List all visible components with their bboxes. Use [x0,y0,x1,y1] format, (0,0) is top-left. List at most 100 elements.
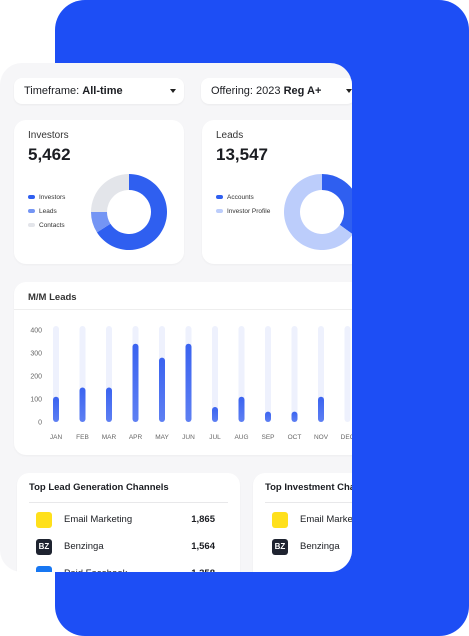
legend-label: Investors [39,194,66,201]
leads-card: Leads 13,547 Accounts Investor Profile [202,120,352,264]
x-tick-label: APR [129,434,143,441]
dropdown-text: Offering: 2023 Reg A+ [211,78,321,104]
timeframe-dropdown[interactable]: Timeframe: All-time [14,78,184,104]
card-title: Top Investment Channels [265,482,352,493]
mm-leads-card: M/M Leads 0 100 200 300 400 JAN FEB MAR APR MAY JU… [14,282,352,455]
legend-swatch [28,209,35,214]
bar [212,407,218,422]
dashboard: Timeframe: All-time Offering: 2023 Reg A… [0,63,352,572]
x-tick-label: OCT [288,434,302,441]
investors-card: Investors 5,462 Investors Leads Contacts [14,120,184,264]
legend-label: Contacts [39,222,65,229]
x-tick-label: DEC [341,434,352,441]
channel-name: Benzinga [300,541,340,552]
divider [29,502,228,503]
bar [159,357,165,422]
x-tick-label: MAR [102,434,117,441]
bar [318,396,324,422]
channel-name: Email Marketing [64,514,133,525]
x-tick-label: MAY [155,434,169,441]
bar [291,411,298,422]
bar [132,343,139,422]
x-tick-label: AUG [234,434,248,441]
channel-row: BZ Benzinga 1,564 [36,538,215,556]
channel-icon [272,512,288,528]
donut-segment [91,212,111,233]
legend-item: Contacts [28,222,65,229]
channel-name: Benzinga [64,541,104,552]
dropdown-label: Timeframe: [24,85,80,97]
card-title: M/M Leads [28,292,77,303]
channel-row: Email Marketing 1,865 [36,511,215,529]
legend-item: Investor Profile [216,208,270,215]
channel-icon: BZ [36,539,52,555]
donut-segment [284,174,352,250]
donut-segment [322,174,352,234]
channel-value: 1,564 [191,541,215,552]
legend-label: Accounts [227,194,254,201]
y-tick-label: 200 [30,374,42,381]
legend-swatch [216,195,223,200]
x-tick-label: JAN [50,434,63,441]
bar [53,396,59,422]
legend-swatch [28,195,35,200]
dropdown-label: Offering: 2023 [211,85,281,97]
card-title: Top Lead Generation Channels [29,482,169,493]
divider [265,502,352,503]
legend-swatch [216,209,223,214]
dropdown-value: All-time [82,85,123,97]
caret [346,89,352,93]
channels-card: Top Investment Channels Email Marketing B… [253,473,352,572]
card-total: 5,462 [28,145,71,164]
y-tick-label: 0 [38,420,42,427]
channel-icon [36,512,52,528]
card-total: 13,547 [216,145,268,164]
logo-text: BZ [274,542,286,551]
channel-icon: BZ [272,539,288,555]
card-title: Leads [216,130,244,141]
x-tick-label: JUL [209,434,221,441]
x-tick-label: SEP [261,434,274,441]
channel-name: Paid Facebook [64,565,127,572]
channel-row: BZ Benzinga [272,538,352,556]
x-tick-label: FEB [76,434,89,441]
channel-icon [36,566,52,572]
offering-dropdown[interactable]: Offering: 2023 Reg A+ [201,78,352,104]
bar-track [265,326,271,422]
bar [185,343,192,422]
y-tick-label: 300 [30,351,42,358]
caret [170,89,176,93]
logo-text: BZ [38,542,50,551]
channel-name: Email Marketing [300,514,352,525]
legend-item: Leads [28,208,57,215]
bar-track [344,326,351,422]
bar-track [291,326,298,422]
bar [265,411,271,422]
donut-segment [96,174,168,250]
bar [79,387,86,422]
x-tick-label: JUN [182,434,195,441]
legend-swatch [28,223,35,228]
x-tick-label: NOV [314,434,329,441]
legend-label: Leads [39,208,57,215]
bar [106,387,112,422]
dropdown-value: Reg A+ [283,85,322,97]
channel-value: 1,865 [191,514,215,525]
y-tick-label: 400 [30,328,42,335]
channel-row: Email Marketing [272,511,352,529]
legend-label: Investor Profile [227,208,271,215]
channel-row: Paid Facebook 1,358 [36,565,215,572]
y-tick-label: 100 [30,397,42,404]
legend-item: Investors [28,194,65,201]
donut [91,174,168,250]
donut [284,174,352,250]
bar-track [212,326,218,422]
channels-card: Top Lead Generation Channels Email Marke… [17,473,240,572]
card-title: Investors [28,130,69,141]
bar-chart: 0 100 200 300 400 JAN FEB MAR APR MAY JUN JUL AUG SEP… [30,326,352,441]
legend-item: Accounts [216,194,254,201]
dropdown-text: Timeframe: All-time [24,78,123,104]
divider [14,309,352,310]
donut-segment [91,174,129,212]
